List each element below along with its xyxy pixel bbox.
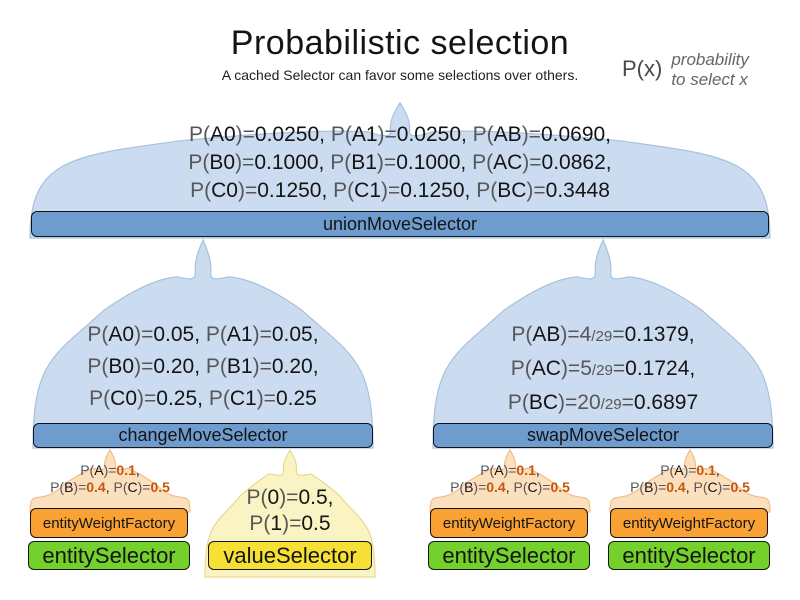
node-entity-weight-factory-2: entityWeightFactory xyxy=(430,508,588,538)
node-union-move-selector: unionMoveSelector xyxy=(31,211,769,237)
change-dome-shape xyxy=(32,238,374,449)
entity-weight-dome-1 xyxy=(29,448,191,513)
entity-weight-probabilities-2: P(A)=0.1, P(B)=0.4, P(C)=0.5 xyxy=(450,462,570,495)
legend-symbol: P(x) xyxy=(622,56,663,81)
probability-legend: P(x) probability to select x xyxy=(622,50,749,90)
legend-description: probability to select x xyxy=(671,50,749,90)
node-entity-weight-factory-3: entityWeightFactory xyxy=(610,508,768,538)
node-value-selector: valueSelector xyxy=(208,541,372,570)
page-title: Probabilistic selection xyxy=(230,24,570,62)
node-entity-selector-2: entitySelector xyxy=(428,541,590,570)
node-entity-weight-factory-1: entityWeightFactory xyxy=(30,508,188,538)
page-subtitle: A cached Selector can favor some selecti… xyxy=(221,67,579,83)
legend-description-line1: probability xyxy=(671,50,749,69)
entity-weight-dome-2 xyxy=(429,448,591,513)
entity-weight-probabilities-3: P(A)=0.1, P(B)=0.4, P(C)=0.5 xyxy=(630,462,750,495)
node-entity-selector-1: entitySelector xyxy=(28,541,190,570)
swap-probabilities-text: P(AB)=4/29=0.1379, P(AC)=5/29=0.1724, P(BC… xyxy=(507,323,699,414)
swap-dome-shape xyxy=(432,238,774,449)
entity-weight-probabilities-1: P(A)=0.1, P(B)=0.4, P(C)=0.5 xyxy=(50,462,170,495)
union-probabilities-text: P(A0)=0.0250, P(A1)=0.0250, P(AB)=0.0690… xyxy=(188,123,612,202)
union-dome-shape xyxy=(29,101,771,239)
node-change-move-selector: changeMoveSelector xyxy=(33,423,373,448)
legend-description-line2: to select x xyxy=(671,70,748,89)
node-entity-selector-3: entitySelector xyxy=(608,541,770,570)
entity-weight-dome-3 xyxy=(609,448,771,513)
node-swap-move-selector: swapMoveSelector xyxy=(433,423,773,448)
change-probabilities-text: P(A0)=0.05, P(A1)=0.05, P(B0)=0.20, P(B1)… xyxy=(87,323,319,410)
value-probabilities-text: P(0)=0.5, P(1)=0.5 xyxy=(246,486,334,535)
